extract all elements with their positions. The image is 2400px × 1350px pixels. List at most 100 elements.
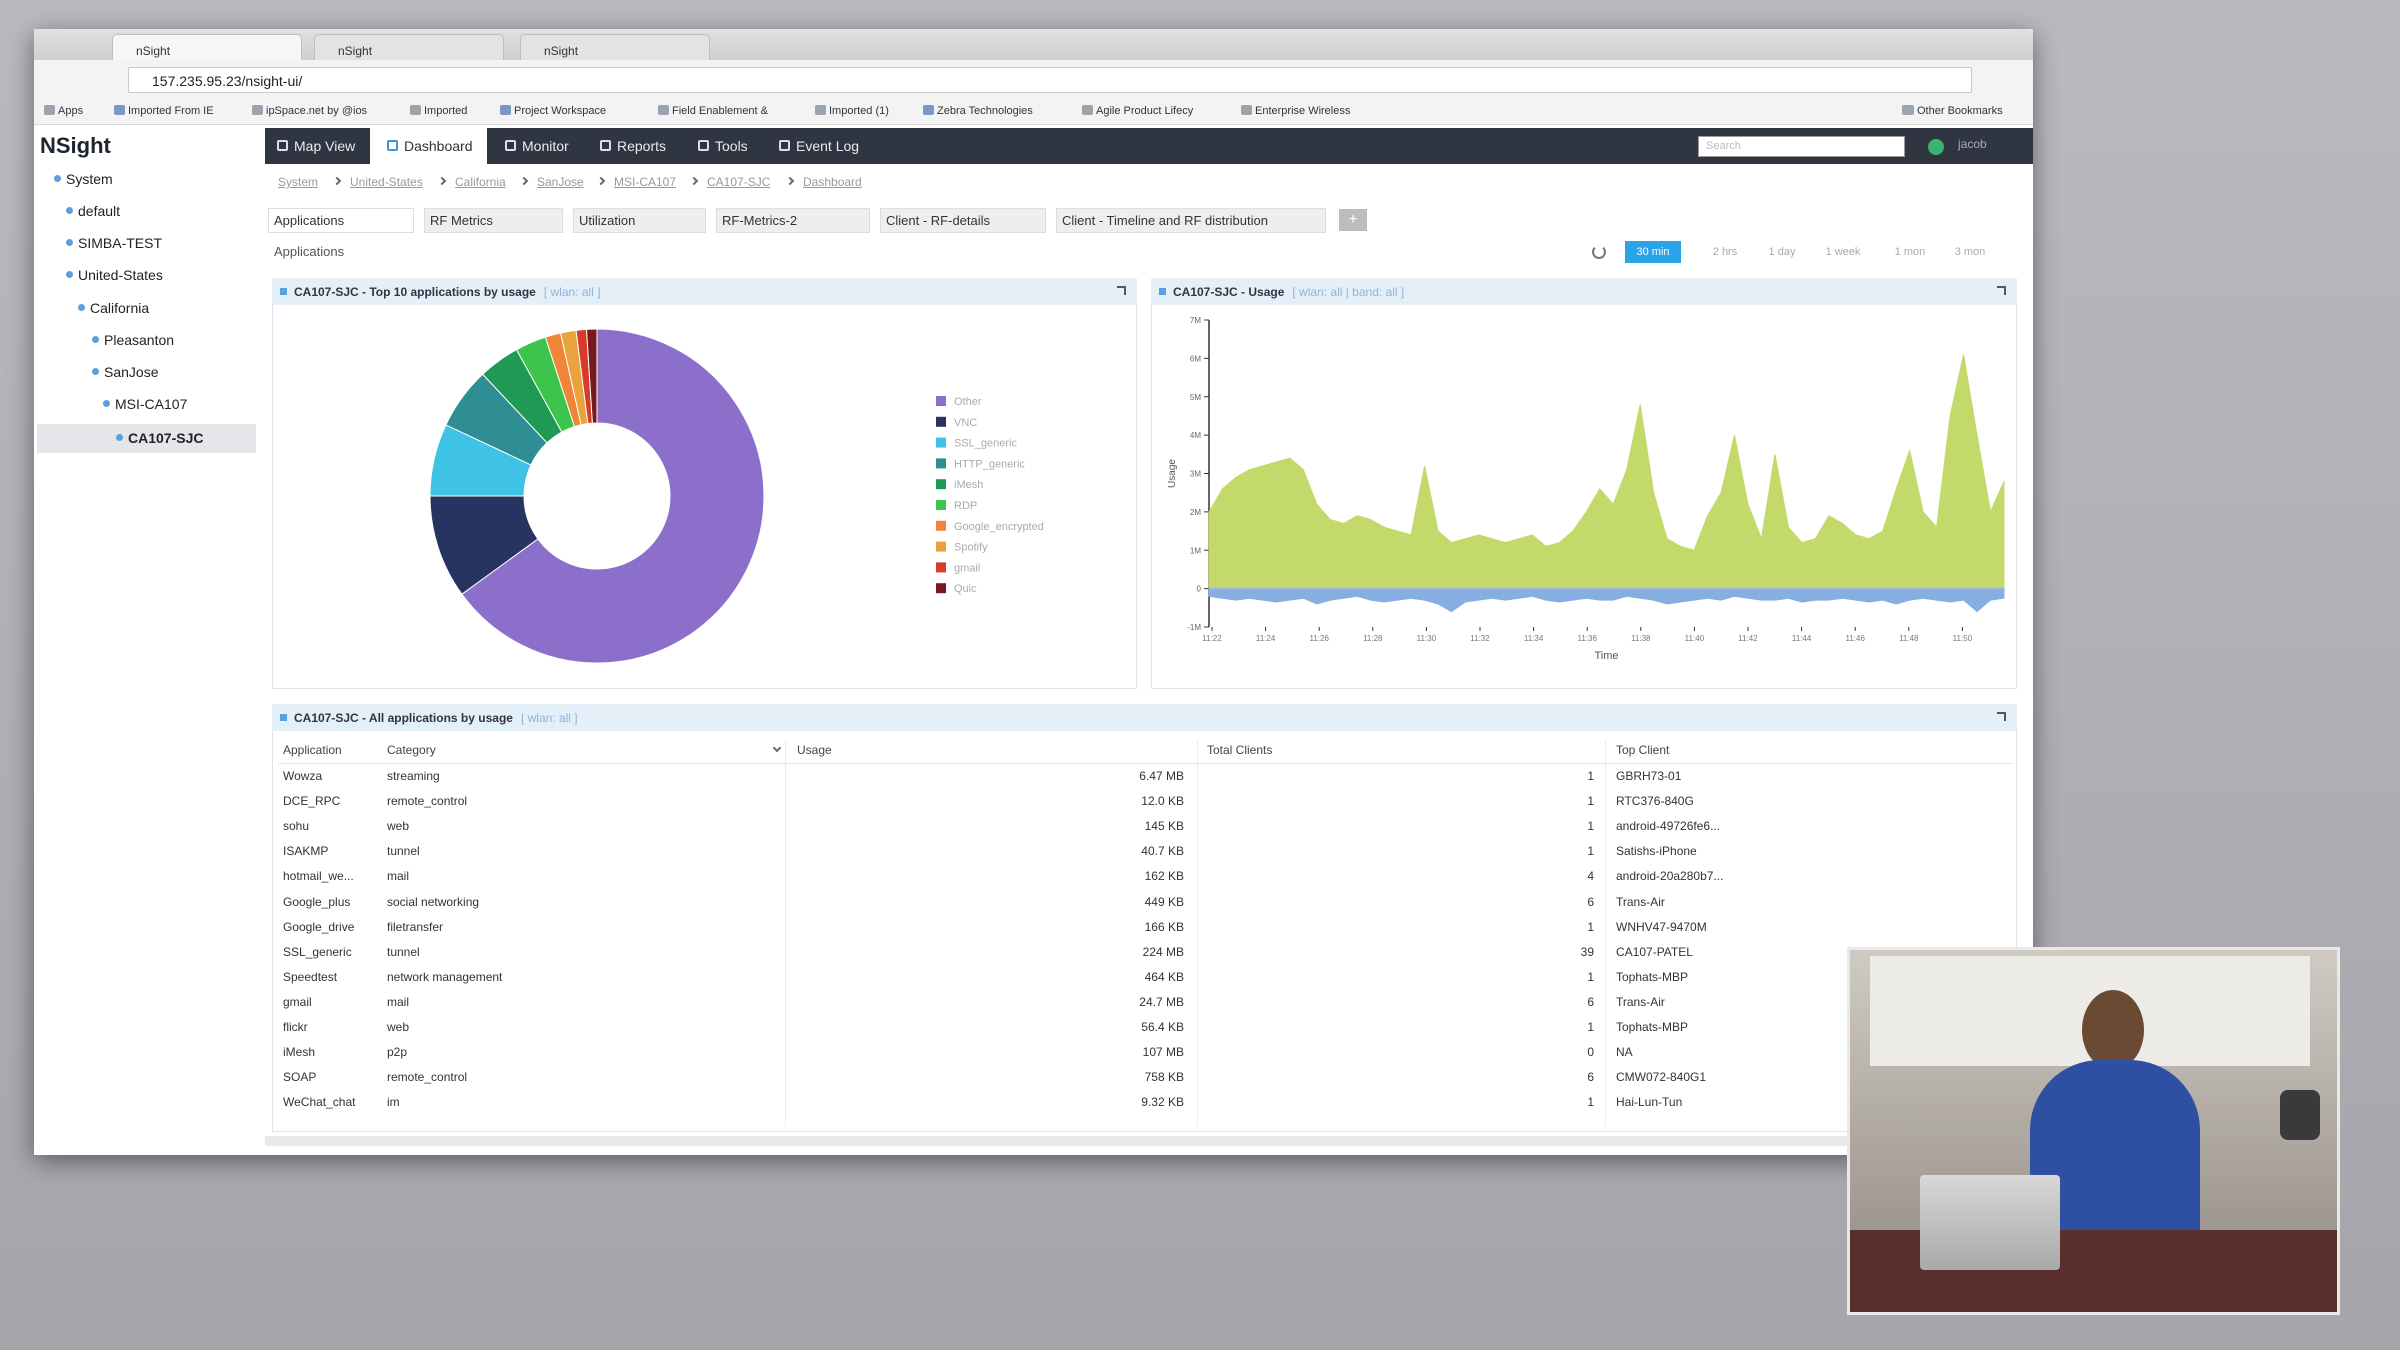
panel <box>272 704 2017 1132</box>
legend-swatch <box>936 583 946 594</box>
y-tick-label: 4M <box>1190 431 1201 440</box>
bookmark-icon <box>114 105 125 115</box>
nav-item[interactable]: Event Log <box>796 138 860 154</box>
tree-node[interactable]: United-States <box>78 267 163 283</box>
nav-item[interactable]: Monitor <box>522 138 569 154</box>
table-cell: 162 KB <box>1144 869 1184 884</box>
y-tick-label: 6M <box>1190 354 1201 363</box>
nav-icon <box>387 140 398 151</box>
nav-item[interactable]: Dashboard <box>404 138 473 154</box>
nav-item[interactable]: Tools <box>715 138 748 154</box>
add-tab-button[interactable]: + <box>1339 209 1367 231</box>
bookmark[interactable]: Agile Product Lifecy <box>1096 105 1194 117</box>
time-range-button[interactable]: 3 mon <box>1954 246 1986 258</box>
table-cell: Speedtest <box>283 969 338 984</box>
breadcrumb[interactable]: MSI-CA107 <box>614 175 677 189</box>
bookmark[interactable]: ipSpace.net by @ios <box>266 105 368 117</box>
nav-item[interactable]: Reports <box>617 138 667 154</box>
time-range-button[interactable]: 1 day <box>1768 246 1796 258</box>
browser-tab[interactable] <box>314 34 504 60</box>
x-tick-label: 11:50 <box>1953 634 1973 643</box>
tree-node[interactable]: Pleasanton <box>104 332 175 348</box>
tree-node[interactable]: SanJose <box>104 364 159 380</box>
table-cell: p2p <box>387 1045 408 1060</box>
legend-label: SSL_generic <box>954 438 1017 450</box>
bookmark[interactable]: Zebra Technologies <box>937 105 1033 117</box>
tree-node[interactable]: SIMBA-TEST <box>78 235 163 251</box>
nav-item[interactable]: Map View <box>294 138 356 154</box>
dashboard-tab[interactable] <box>424 208 563 233</box>
tree-node[interactable]: California <box>90 300 150 316</box>
table-cell: android-20a280b7... <box>1616 869 1724 884</box>
nav-icon <box>277 140 288 151</box>
breadcrumb[interactable]: SanJose <box>537 175 584 189</box>
sidebar-selected <box>37 424 256 453</box>
time-range-button[interactable]: 1 week <box>1825 246 1861 258</box>
table-cell: WeChat_chat <box>283 1095 356 1110</box>
table-cell: ISAKMP <box>283 844 329 859</box>
column-header[interactable]: Top Client <box>1616 743 1670 757</box>
legend-swatch <box>936 479 946 490</box>
expand-icon[interactable] <box>1997 286 2006 295</box>
table-cell: 1 <box>1587 919 1594 934</box>
time-range-button[interactable]: 30 min <box>1625 241 1681 263</box>
breadcrumb[interactable]: Dashboard <box>803 175 862 189</box>
dashboard-tab-label: RF Metrics <box>430 213 493 228</box>
bookmark-icon <box>1902 105 1914 115</box>
breadcrumb[interactable]: System <box>278 175 319 189</box>
nav-icon <box>600 140 611 151</box>
x-tick-label: 11:44 <box>1792 634 1812 643</box>
dashboard-tab[interactable] <box>268 208 414 233</box>
nav-icon <box>505 140 516 151</box>
table-cell: sohu <box>283 819 310 834</box>
table-cell: flickr <box>283 1020 308 1034</box>
browser-tab[interactable] <box>112 34 302 60</box>
browser-tab[interactable] <box>520 34 710 60</box>
dashboard-tab[interactable] <box>1056 208 1326 233</box>
column-header[interactable]: Total Clients <box>1207 743 1273 757</box>
tree-node[interactable]: CA107-SJC <box>128 430 204 446</box>
time-range-button[interactable]: 2 hrs <box>1712 246 1738 258</box>
breadcrumb[interactable]: CA107-SJC <box>707 175 771 189</box>
tree-node[interactable]: default <box>78 203 121 219</box>
tree-node-icon <box>54 175 61 182</box>
tree-node[interactable]: MSI-CA107 <box>115 396 188 412</box>
dashboard-tab[interactable] <box>716 208 870 233</box>
nav-icon <box>779 140 790 151</box>
other-bookmarks[interactable]: Other Bookmarks <box>1917 105 2003 117</box>
bookmark[interactable]: Imported <box>424 105 468 117</box>
breadcrumb[interactable]: California <box>455 175 506 189</box>
bookmark[interactable]: Field Enablement & <box>672 105 768 117</box>
tree-node-icon <box>66 207 73 214</box>
legend-label: gmail <box>954 562 980 574</box>
table-cell: 40.7 KB <box>1141 844 1184 859</box>
url: 157.235.95.23/nsight-ui/ <box>152 73 303 89</box>
panel-icon <box>280 714 287 721</box>
bookmark[interactable]: Apps <box>58 105 84 117</box>
video-inset <box>1847 947 2340 1315</box>
table-cell: iMesh <box>283 1045 316 1060</box>
bookmark[interactable]: Project Workspace <box>514 105 607 117</box>
bookmark[interactable]: Imported From IE <box>128 105 214 117</box>
bookmark-icon <box>410 105 421 115</box>
expand-icon[interactable] <box>1997 712 2006 721</box>
expand-icon[interactable] <box>1117 286 1126 295</box>
tree-node[interactable]: System <box>66 171 113 187</box>
breadcrumb[interactable]: United-States <box>350 175 423 189</box>
table-cell: GBRH73-01 <box>1616 769 1682 783</box>
bookmark[interactable]: Enterprise Wireless <box>1255 105 1351 117</box>
tree-node-icon <box>116 434 123 441</box>
table-cell: 107 MB <box>1142 1045 1184 1060</box>
tree-node-icon <box>66 239 73 246</box>
column-header[interactable]: Application <box>283 743 342 757</box>
table-cell: 224 MB <box>1142 944 1184 959</box>
dashboard-tab[interactable] <box>880 208 1046 233</box>
column-header[interactable]: Usage <box>797 743 832 757</box>
table-cell: Google_plus <box>283 894 351 909</box>
time-range-button[interactable]: 1 mon <box>1894 246 1926 258</box>
column-header[interactable]: Category <box>387 743 436 757</box>
table-cell: SOAP <box>283 1070 317 1085</box>
table-cell: NA <box>1616 1045 1633 1060</box>
dashboard-tab[interactable] <box>573 208 706 233</box>
bookmark[interactable]: Imported (1) <box>829 105 889 117</box>
